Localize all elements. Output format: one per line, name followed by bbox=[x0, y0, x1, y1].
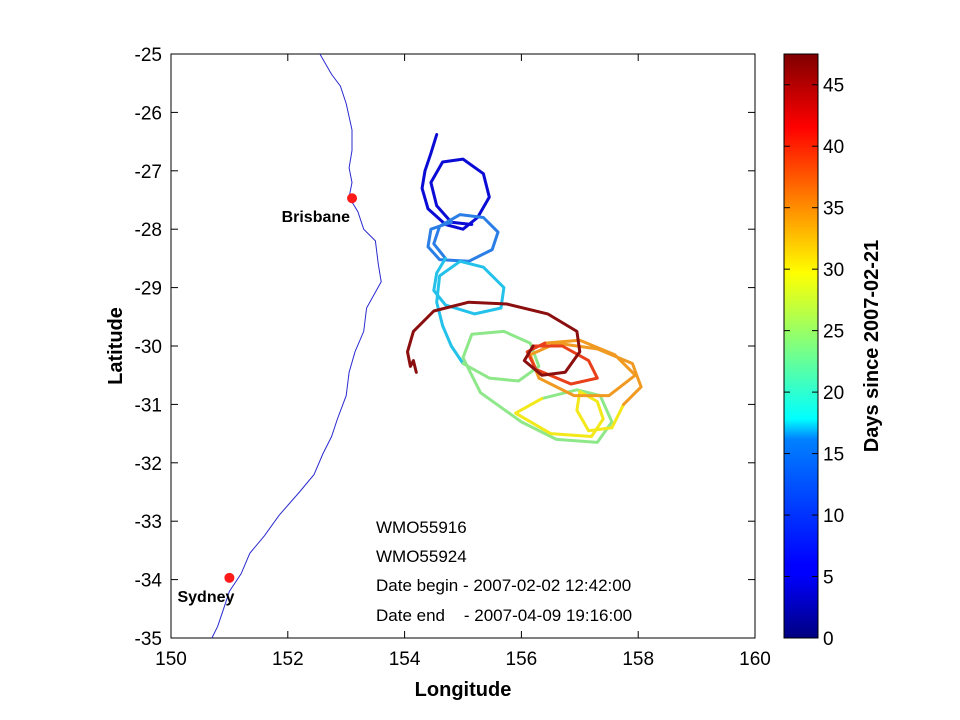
y-tick-label: -28 bbox=[135, 220, 162, 241]
y-tick-label: -25 bbox=[135, 45, 162, 66]
y-tick-label: -34 bbox=[135, 571, 163, 592]
y-tick-label: -31 bbox=[135, 395, 162, 416]
colorbar-label: Days since 2007-02-21 bbox=[861, 240, 883, 452]
y-tick-label: -32 bbox=[135, 454, 162, 475]
x-tick-label: 154 bbox=[389, 649, 421, 670]
colorbar-tick-label: 30 bbox=[823, 260, 844, 281]
city-marker bbox=[347, 193, 358, 204]
annotation-line: WMO55916 bbox=[376, 518, 467, 537]
trajectory-segment-3 bbox=[461, 329, 614, 444]
x-tick-label: 160 bbox=[739, 649, 771, 670]
city-marker bbox=[224, 572, 235, 583]
annotation-line: Date begin - 2007-02-02 12:42:00 bbox=[376, 576, 631, 595]
trajectory-segment-0 bbox=[420, 133, 491, 231]
colorbar-tick-label: 10 bbox=[823, 506, 844, 527]
y-tick-label: -29 bbox=[135, 279, 162, 300]
colorbar-tick-label: 40 bbox=[823, 137, 844, 158]
trajectory-segment-7 bbox=[406, 300, 582, 377]
y-tick-label: -30 bbox=[135, 337, 162, 358]
colorbar-tick-label: 20 bbox=[823, 383, 844, 404]
colorbar-tick-label: 15 bbox=[823, 445, 844, 466]
annotation-line: WMO55924 bbox=[376, 547, 467, 566]
x-axis-label: Longitude bbox=[415, 679, 512, 701]
colorbar-tick-label: 5 bbox=[823, 568, 834, 589]
colorbar-tick-label: 45 bbox=[823, 76, 844, 97]
y-tick-label: -33 bbox=[135, 512, 162, 533]
colorbar-tick-label: 35 bbox=[823, 199, 844, 220]
trajectory-segment-5 bbox=[528, 338, 643, 406]
trajectory-segment-1 bbox=[426, 213, 500, 263]
annotation-line: Date end - 2007-04-09 19:16:00 bbox=[376, 606, 632, 625]
coastline bbox=[211, 54, 382, 638]
city-label: Brisbane bbox=[282, 209, 351, 226]
colorbar-tick-label: 0 bbox=[823, 629, 834, 650]
y-tick-label: -27 bbox=[135, 162, 162, 183]
y-axis-label: Latitude bbox=[105, 307, 127, 385]
colorbar-tick-label: 25 bbox=[823, 322, 844, 343]
x-tick-label: 158 bbox=[622, 649, 654, 670]
trajectory-segment-2 bbox=[432, 256, 506, 365]
x-tick-label: 150 bbox=[155, 649, 187, 670]
colorbar bbox=[783, 53, 819, 639]
x-tick-label: 152 bbox=[272, 649, 304, 670]
x-tick-label: 156 bbox=[506, 649, 538, 670]
y-tick-label: -26 bbox=[135, 103, 162, 124]
annotation-block: WMO55916 WMO55924 Date begin - 2007-02-0… bbox=[376, 518, 632, 625]
plot-area bbox=[170, 53, 756, 639]
trajectory-segment-4 bbox=[514, 390, 626, 438]
city-label: Sydney bbox=[177, 589, 234, 606]
y-tick-label: -35 bbox=[135, 629, 162, 650]
